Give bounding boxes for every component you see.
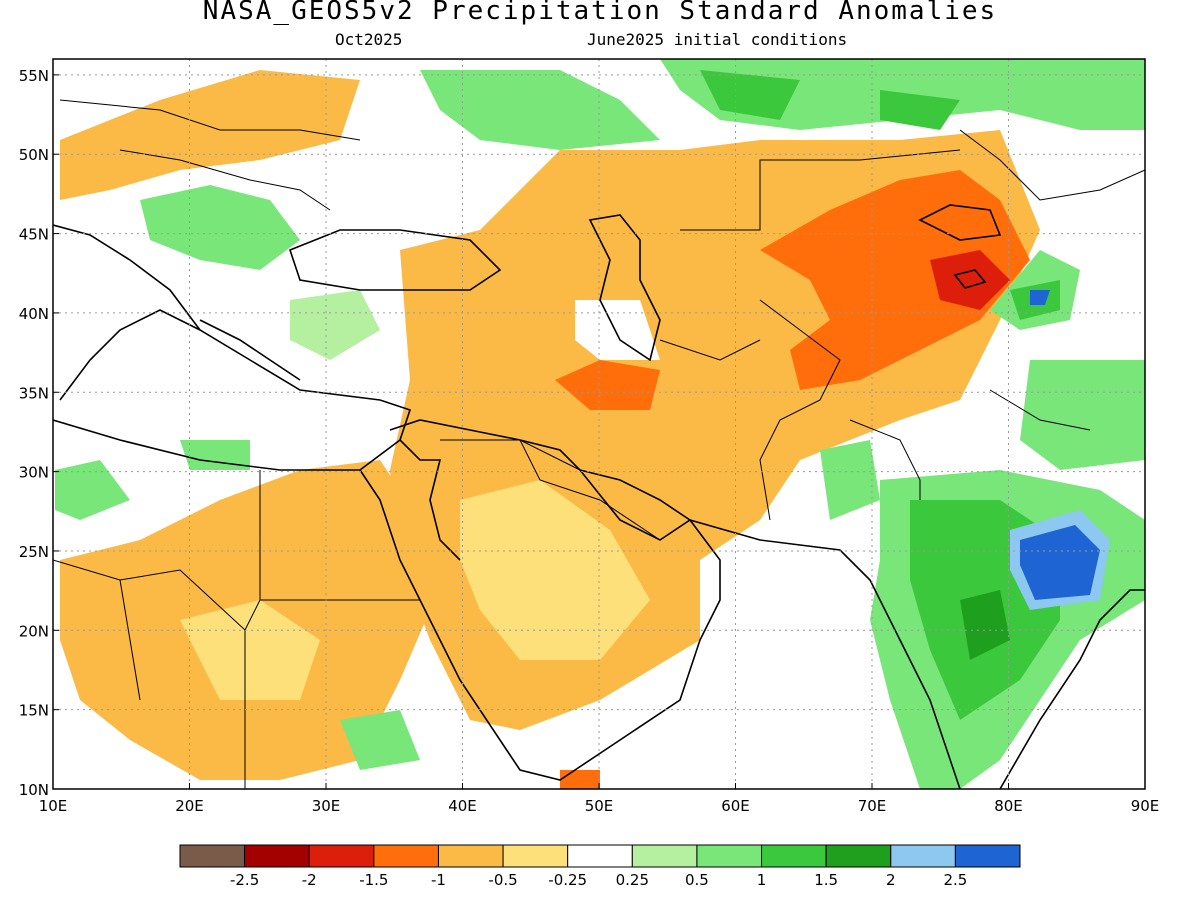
legend-label: -0.5 xyxy=(488,871,517,889)
legend-swatch xyxy=(631,844,698,868)
legend-swatch xyxy=(696,844,763,868)
y-tick-label: 20N xyxy=(19,622,49,640)
chart-title: NASA_GEOS5v2 Precipitation Standard Anom… xyxy=(202,0,998,26)
legend-label: 0.5 xyxy=(685,871,709,889)
x-tick-label: 20E xyxy=(175,797,204,815)
x-tick-label: 10E xyxy=(39,797,68,815)
y-tick-label: 50N xyxy=(19,146,49,164)
y-tick-label: 25N xyxy=(19,543,49,561)
gridlines xyxy=(53,59,1145,789)
legend-swatch xyxy=(308,844,375,868)
legend-label: -1.5 xyxy=(359,871,388,889)
legend-label: -1 xyxy=(431,871,446,889)
x-tick-label: 80E xyxy=(994,797,1023,815)
legend-swatch xyxy=(502,844,569,868)
legend-label: -0.25 xyxy=(548,871,587,889)
x-tick-label: 40E xyxy=(448,797,477,815)
legend-label: 0.25 xyxy=(616,871,649,889)
y-tick-label: 35N xyxy=(19,384,49,402)
legend-swatch xyxy=(179,844,246,868)
legend-label: -2.5 xyxy=(230,871,259,889)
y-tick-label: 55N xyxy=(19,67,49,85)
x-axis: 10E 20E 30E 40E 50E 60E 70E 80E 90E xyxy=(39,783,1160,815)
border-layer xyxy=(53,99,1145,789)
color-legend: -2.5 -2 -1.5 -1 -0.5 -0.25 0.25 0.5 1 1.5 2 2.5 xyxy=(179,844,1021,889)
x-tick-label: 70E xyxy=(858,797,887,815)
legend-swatch xyxy=(761,844,827,868)
legend-label: 1.5 xyxy=(814,871,838,889)
legend-swatch xyxy=(825,844,892,868)
anomaly-fill-layer xyxy=(53,59,1145,789)
x-tick-label: 60E xyxy=(721,797,750,815)
legend-swatch xyxy=(437,844,504,868)
y-tick-label: 30N xyxy=(19,464,49,482)
coastline-layer xyxy=(53,204,1145,789)
initial-conditions: June2025 initial conditions xyxy=(587,30,848,49)
legend-label: 1 xyxy=(757,871,767,889)
y-tick-label: 40N xyxy=(19,305,49,323)
legend-swatch xyxy=(244,844,310,868)
y-tick-label: 15N xyxy=(19,702,49,720)
legend-swatch xyxy=(373,844,439,868)
x-tick-label: 50E xyxy=(585,797,614,815)
y-tick-label: 45N xyxy=(19,226,49,244)
forecast-month: Oct2025 xyxy=(335,30,403,49)
legend-label: 2 xyxy=(886,871,896,889)
y-tick-label: 10N xyxy=(19,781,49,799)
legend-label: 2.5 xyxy=(943,871,967,889)
legend-swatch xyxy=(890,844,956,868)
x-tick-label: 30E xyxy=(312,797,341,815)
x-tick-label: 90E xyxy=(1131,797,1160,815)
y-axis: 10N 15N 20N 25N 30N 35N 40N 45N 50N 55N xyxy=(19,67,59,799)
legend-label: -2 xyxy=(302,871,317,889)
legend-swatch xyxy=(567,844,633,868)
legend-swatch xyxy=(954,844,1021,868)
